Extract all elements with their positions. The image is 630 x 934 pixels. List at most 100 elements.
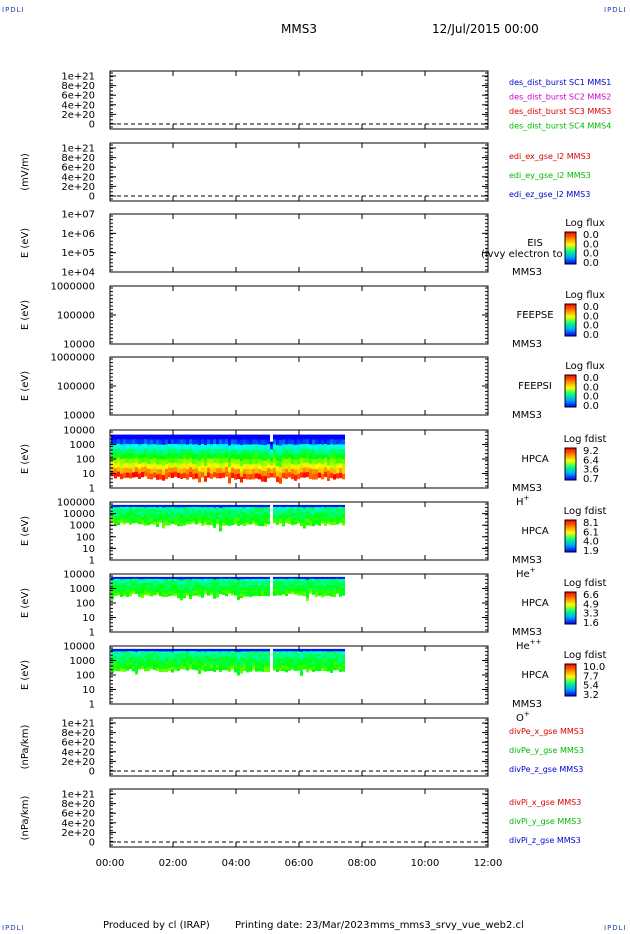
spectrogram-cell	[192, 648, 195, 652]
spectrogram-cell	[231, 463, 234, 469]
spectrogram-cell	[174, 448, 177, 454]
spectrogram-cell	[159, 439, 162, 445]
spectrogram-cell	[285, 434, 288, 440]
panel-frame-divpi	[109, 788, 489, 848]
spectrogram-cell	[240, 466, 243, 472]
spectrogram-cell	[336, 589, 339, 592]
spectrogram-cell	[285, 669, 288, 673]
spectrogram-cell	[276, 586, 279, 590]
spectrogram-cell	[321, 511, 324, 514]
spectrogram-cell	[222, 662, 225, 666]
spectrogram-cell	[339, 512, 342, 516]
spectrogram-cell	[120, 508, 123, 512]
y-tick-label-hpca_o: 10	[82, 685, 95, 696]
spectrogram-cell	[153, 578, 156, 582]
spectrogram-cell	[297, 510, 300, 514]
spectrogram-cell	[123, 651, 126, 655]
spectrogram-cell	[294, 658, 297, 662]
spectrogram-cell	[303, 458, 306, 464]
spectrogram-cell	[258, 516, 261, 520]
spectrogram-cell	[321, 517, 324, 520]
y-tick-label-des_dist: 8e+20	[61, 81, 95, 92]
spectrogram-cell	[276, 664, 279, 667]
spectrogram-cell	[186, 449, 189, 455]
spectrogram-cell	[300, 439, 303, 445]
spectrogram-cell	[126, 663, 129, 666]
spectrogram-cell	[246, 517, 249, 521]
spectrogram-cell	[198, 520, 201, 524]
spectrogram-cell	[135, 514, 138, 518]
spectrogram-cell	[312, 576, 315, 580]
spectrogram-cell	[291, 518, 294, 521]
spectrogram-cell	[135, 578, 138, 581]
spectrogram-cell	[111, 452, 114, 458]
spectrogram-cell	[198, 594, 201, 597]
spectrogram-cell	[309, 660, 312, 664]
spectrogram-cell	[336, 582, 339, 585]
spectrogram-cell	[252, 658, 255, 661]
spectrogram-cell	[192, 444, 195, 450]
colorbar-title-eis: Log flux	[565, 218, 605, 229]
spectrogram-cell	[324, 507, 327, 510]
spectrogram-cell	[174, 585, 177, 588]
spectrogram-cell	[231, 666, 234, 670]
spectrogram-cell	[327, 509, 330, 512]
spectrogram-cell	[282, 665, 285, 669]
spectrogram-cell	[177, 663, 180, 667]
spectrogram-cell	[300, 504, 303, 508]
spectrogram-cell	[336, 444, 339, 450]
spectrogram-cell	[333, 520, 336, 523]
spectrogram-cell	[138, 504, 141, 508]
spectrogram-cell	[201, 581, 204, 585]
y-tick-label-hpca_he: 10000	[63, 509, 95, 520]
spectrogram-cell	[246, 656, 249, 660]
spectrogram-cell	[219, 449, 222, 455]
spectrogram-cell	[258, 653, 261, 657]
spectrogram-cell	[216, 576, 219, 580]
spectrogram-cell	[231, 439, 234, 445]
spectrogram-cell	[333, 459, 336, 465]
spectrogram-cell	[138, 444, 141, 450]
spectrogram-cell	[168, 648, 171, 652]
spectrogram-cell	[117, 457, 120, 463]
spectrogram-cell	[111, 448, 114, 454]
spectrogram-cell	[195, 589, 198, 592]
spectrogram-cell	[282, 519, 285, 522]
spectrogram-cell	[159, 469, 162, 475]
y-tick-label-feeps_e: 100000	[57, 311, 95, 322]
y-tick-label-hpca_h: 10	[82, 469, 95, 480]
spectrogram-cell	[132, 584, 135, 587]
spectrogram-cell	[153, 463, 156, 469]
spectrogram-cell	[312, 584, 315, 587]
instrument-label-eis: EIS	[527, 238, 543, 249]
spectrogram-cell	[309, 589, 312, 592]
spectrogram-cell	[258, 587, 261, 590]
spectrogram-cell	[150, 521, 153, 525]
spectrogram-cell	[261, 511, 264, 515]
spectrogram-cell	[264, 656, 267, 660]
spectrogram-cell	[165, 464, 168, 470]
spectrogram-cell	[186, 593, 189, 596]
spectrogram-cell	[243, 668, 246, 671]
spectrogram-cell	[306, 592, 309, 596]
spectrogram-cell	[114, 589, 117, 592]
spectrogram-cell	[300, 672, 303, 676]
spectrogram-cell	[192, 434, 195, 440]
spectrogram-cell	[183, 660, 186, 663]
spectrogram-cell	[333, 585, 336, 589]
spectrogram-cell	[180, 473, 183, 479]
spectrogram-cell	[291, 582, 294, 585]
spectrogram-cell	[219, 473, 222, 479]
spectrogram-cell	[243, 523, 246, 526]
spectrogram-cell	[195, 509, 198, 512]
spectrogram-cell	[162, 434, 165, 441]
spectrogram-cell	[282, 588, 285, 591]
spectrogram-cell	[291, 658, 294, 661]
spectrogram-cell	[201, 658, 204, 661]
spectrogram-cell	[231, 653, 234, 657]
spectrogram-cell	[324, 514, 327, 517]
species-charge: +	[524, 494, 530, 502]
spectrogram-cell	[318, 589, 321, 592]
spectrogram-cell	[180, 648, 183, 652]
y-tick-label-divpe: 2e+20	[61, 757, 95, 768]
